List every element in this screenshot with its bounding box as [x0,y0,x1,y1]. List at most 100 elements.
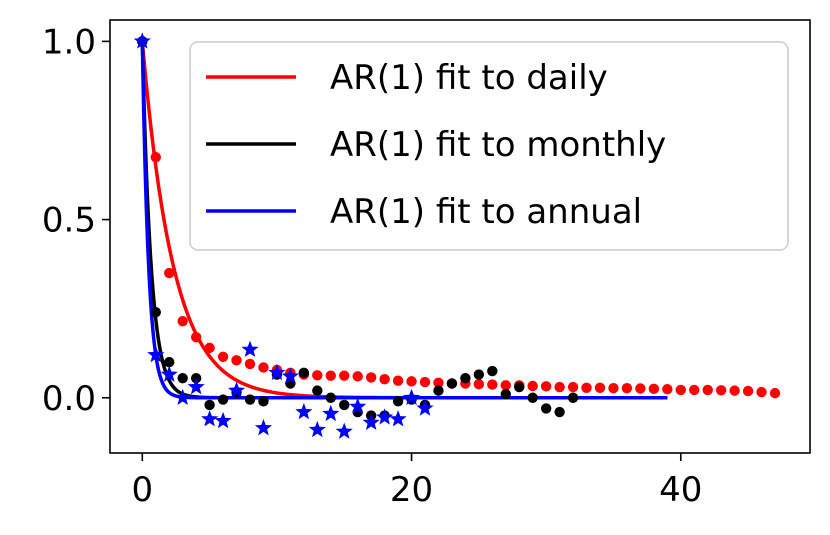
monthly-point [298,367,310,379]
annual-point [227,381,246,398]
y-tick-label: 0.0 [42,379,96,419]
monthly-point [473,369,485,380]
daily-point [662,384,673,395]
daily-point [769,387,781,399]
annual-point [402,388,421,406]
daily-point [742,385,754,397]
monthly-point [164,356,175,368]
daily-point [608,382,619,394]
annual-point [160,365,178,382]
annual-point [241,340,259,357]
monthly-point [392,396,404,407]
monthly-point [325,392,336,403]
monthly-point [527,392,538,403]
annual-point [322,404,340,422]
annual-point [335,422,353,439]
legend-label-monthly: AR(1) fit to monthly [330,125,666,165]
daily-point [325,370,336,381]
plot-marks [133,32,781,439]
daily-point [567,381,579,393]
annual-point [349,397,367,414]
plot-frame [109,19,811,454]
daily-point [635,383,646,394]
legend-label-annual: AR(1) fit to annual [330,192,642,232]
annual-point [362,413,380,430]
monthly-point [312,385,323,396]
annual-point [268,363,286,381]
annual-point [376,408,394,425]
x-tick-label: 20 [390,470,433,510]
daily-point [527,380,538,392]
daily-point [540,381,552,392]
annual-point [281,367,299,384]
daily-point [500,380,511,391]
x-tick-label: 40 [659,470,702,510]
annual-point [201,410,219,427]
annual-point [187,378,205,395]
daily-point [352,371,363,382]
daily-point [689,384,700,396]
annual-point [174,388,192,406]
daily-point [419,376,431,388]
daily-point [473,379,485,390]
daily-point [204,342,215,354]
daily-point [244,358,256,370]
daily-point [177,315,188,327]
monthly-point [177,372,188,384]
annual-point [133,32,151,49]
annual-point [308,420,326,438]
daily-point [621,382,633,394]
monthly-point [446,378,458,389]
legend: AR(1) fit to daily AR(1) fit to monthly … [189,41,789,251]
monthly-point [567,392,579,403]
daily-point [487,379,498,390]
monthly-point [150,307,161,318]
axes: 0 20 40 0.0 0.5 1.0 [42,22,702,510]
annual-point [214,411,232,429]
monthly-point [339,399,350,411]
daily-point [648,383,660,395]
daily-point [729,385,740,396]
daily-point [379,374,390,385]
daily-point [702,384,713,396]
fit-line-annual [140,41,668,400]
daily-point [581,382,592,393]
monthly-point [500,388,511,400]
daily-point [392,375,404,386]
monthly-point [244,394,256,405]
daily-point [231,355,242,366]
legend-label-daily: AR(1) fit to daily [330,58,608,98]
annual-point [295,403,313,420]
daily-point [150,152,161,163]
y-tick-label: 0.5 [42,201,96,241]
monthly-point [554,406,565,418]
monthly-point [460,372,471,384]
daily-point [339,370,350,381]
daily-point [715,385,727,396]
monthly-point [217,394,229,405]
monthly-point [540,403,552,414]
daily-point [756,386,767,398]
monthly-point [514,381,525,393]
daily-point [258,362,269,373]
daily-point [406,376,417,387]
annual-point [416,399,434,416]
daily-point [675,384,686,396]
y-tick-label: 1.0 [42,22,96,62]
daily-point [594,382,606,393]
monthly-point [258,396,269,407]
x-tick-label: 0 [131,470,153,510]
legend-box [189,41,789,251]
daily-point [312,370,323,381]
annual-point [389,410,407,427]
daily-point [190,331,202,343]
monthly-point [487,365,498,377]
daily-point [433,377,444,388]
annual-point [254,419,273,436]
daily-point [365,372,377,383]
monthly-point [204,399,215,411]
monthly-point [433,385,444,396]
daily-point [164,267,175,279]
annual-point [147,346,165,363]
